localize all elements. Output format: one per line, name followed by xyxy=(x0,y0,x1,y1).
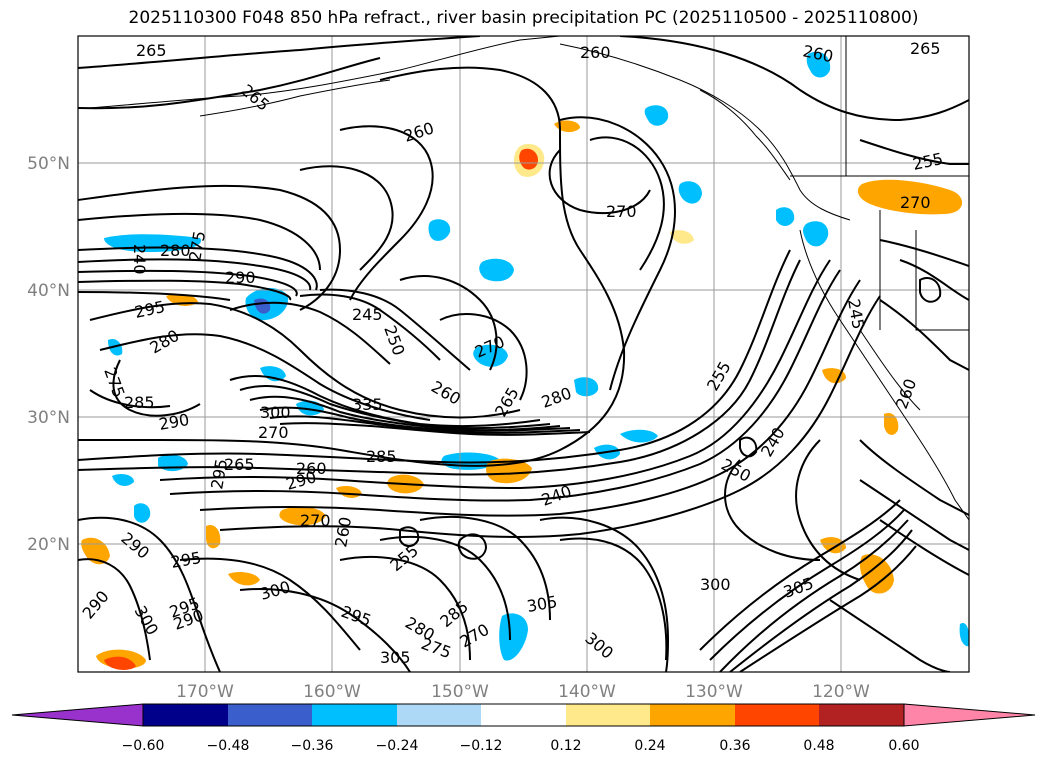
coastlines xyxy=(89,36,969,521)
contour-label: 285 xyxy=(366,447,397,466)
contour-label: 270 xyxy=(258,423,289,442)
precip-patch xyxy=(678,181,702,204)
contour-lines xyxy=(78,36,969,672)
contour-label: 305 xyxy=(380,648,411,667)
colorbar-outline xyxy=(142,703,905,727)
precip-patch xyxy=(574,377,599,397)
colorbar-bin xyxy=(397,704,481,726)
contour-label: 280 xyxy=(160,241,191,260)
colorbar-tick-label: 0.36 xyxy=(719,738,750,754)
lon-label: 150°W xyxy=(431,682,489,702)
contour-label: 240 xyxy=(130,244,149,275)
lat-label: 40°N xyxy=(27,281,70,301)
precip-patch xyxy=(228,572,260,586)
colorbar-bin xyxy=(735,704,819,726)
precip-patch xyxy=(473,344,508,367)
colorbar-bin xyxy=(650,704,735,726)
precip-patch xyxy=(644,105,669,126)
colorbar-extend-high xyxy=(903,703,1036,727)
precip-patch xyxy=(428,219,451,241)
colorbar-tick-label: −0.12 xyxy=(460,738,503,754)
map-title: 2025110300 F048 850 hPa refract., river … xyxy=(128,8,919,28)
contour-label: 285 xyxy=(124,393,155,412)
graticule xyxy=(78,36,969,672)
colorbar-tick-label: −0.48 xyxy=(207,738,250,754)
precip-patch xyxy=(670,230,694,244)
colorbar-bin xyxy=(312,704,397,726)
map-frame xyxy=(77,35,970,673)
precip-patch xyxy=(884,412,899,435)
contour-label: 265 xyxy=(136,41,167,60)
precip-patch xyxy=(776,207,795,226)
lat-label: 30°N xyxy=(27,408,70,428)
contour-label: 300 xyxy=(260,403,291,422)
colorbar-extend-low xyxy=(11,703,144,727)
lon-label: 170°W xyxy=(176,682,234,702)
contour-label: 245 xyxy=(352,305,383,324)
contour-label: 260 xyxy=(296,459,327,478)
colorbar-tick-label: −0.24 xyxy=(376,738,419,754)
contour-label: 335 xyxy=(352,395,383,414)
contour-label: 265 xyxy=(224,455,255,474)
precip-patch xyxy=(519,148,538,170)
colorbar-tick-label: −0.36 xyxy=(291,738,334,754)
contour-label: 270 xyxy=(300,511,331,530)
colorbar-tick-label: 0.12 xyxy=(550,738,581,754)
precip-patch xyxy=(620,429,658,443)
precip-patch xyxy=(134,503,151,523)
lon-label: 130°W xyxy=(685,682,743,702)
colorbar-bin xyxy=(819,704,904,726)
contour-label: 290 xyxy=(225,268,256,287)
precip-patch xyxy=(479,258,514,282)
lon-label: 120°W xyxy=(812,682,870,702)
contour-label: 270 xyxy=(606,202,637,221)
contour-label: 265 xyxy=(910,39,941,58)
colorbar-bin xyxy=(566,704,650,726)
colorbar-bin xyxy=(481,704,566,726)
colorbar-tick-label: −0.60 xyxy=(122,738,165,754)
precip-patch xyxy=(803,221,829,247)
precip-patch xyxy=(104,656,136,670)
precip-patch xyxy=(806,51,831,78)
contour-label: 260 xyxy=(580,43,611,62)
lon-label: 160°W xyxy=(303,682,361,702)
precip-patch xyxy=(206,524,221,549)
precip-patch xyxy=(499,613,528,661)
precip-patch xyxy=(279,506,326,526)
longitude-labels: 170°W 160°W 150°W 140°W 130°W 120°W xyxy=(176,682,870,702)
colorbar-bin xyxy=(143,704,228,726)
latitude-labels: 50°N 40°N 30°N 20°N xyxy=(27,154,70,555)
precip-patch xyxy=(822,368,846,384)
colorbar-tick-label: 0.60 xyxy=(888,738,919,754)
lat-label: 20°N xyxy=(27,535,70,555)
contour-label: 300 xyxy=(700,575,731,594)
colorbar-tick-label: 0.24 xyxy=(634,738,665,754)
colorbar: −0.60 −0.48 −0.36 −0.24 −0.12 0.12 0.24 … xyxy=(11,703,1036,754)
precip-patch xyxy=(860,554,894,594)
colorbar-bin xyxy=(228,704,312,726)
precip-patch xyxy=(820,537,846,554)
contour-label: 270 xyxy=(900,193,931,212)
precip-patch xyxy=(959,623,969,647)
lat-label: 50°N xyxy=(27,154,70,174)
precip-patch xyxy=(857,179,963,215)
colorbar-tick-label: 0.48 xyxy=(803,738,834,754)
precip-patch xyxy=(112,474,134,486)
lon-label: 140°W xyxy=(558,682,616,702)
